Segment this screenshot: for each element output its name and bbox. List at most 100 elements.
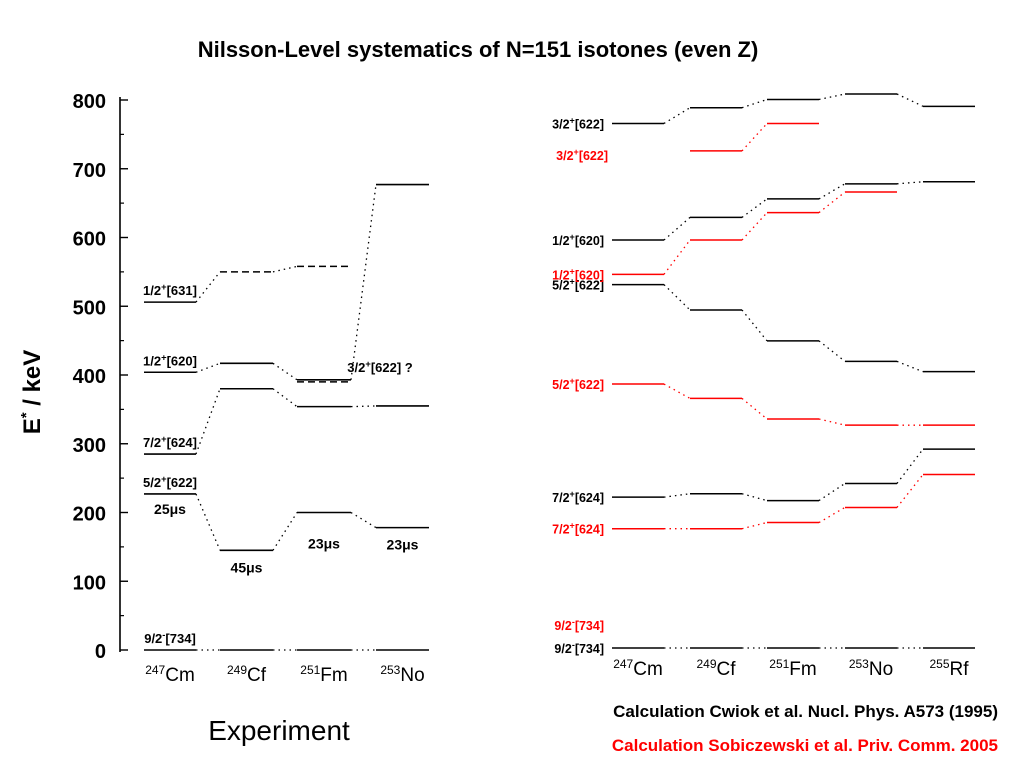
level-label: 1/2+[620] [552,232,604,248]
level-label-parity: + [161,352,167,362]
level-label-parity: + [161,474,167,484]
level-label-k: 9/2 [554,619,571,633]
x-tick-label-mass: 249 [227,663,247,677]
x-tick-label-mass: 253 [380,663,400,677]
level-label: 9/2-[734] [144,630,196,646]
level-label-parity: + [161,282,167,292]
y-tick-label: 600 [73,229,106,251]
x-tick-label: 247Cm [145,663,195,686]
level-label-k: 1/2 [143,283,161,298]
level-label-config: [622] [575,279,604,293]
level-connector [272,362,298,381]
level-label: 3/2+[622] ? [347,359,413,375]
level-label: 7/2+[624] [143,434,197,450]
level-connector [741,493,768,502]
level-label-config: [734] [575,642,604,656]
level-connector [741,309,768,342]
isomer-label: 23μs [308,536,340,552]
x-tick-label-mass: 255 [929,657,949,671]
level-label-parity: - [572,640,575,650]
level-label-k: 7/2 [143,435,161,450]
y-axis-label-sup: * [18,412,35,418]
level-connector [741,212,768,241]
calculation-panel: 247Cm 249Cf 251Fm 253No 255Rf9/2-[734]7/2+[6… [552,93,975,680]
level-label: 3/2+[622] [552,115,604,131]
level-connector [818,340,846,362]
y-tick-label: 500 [73,297,106,319]
level-label-config: [622] [575,117,604,131]
level-label: 7/2+[624] [552,489,604,505]
level-connector [896,181,924,185]
y-axis-label-rest: / keV [19,350,46,413]
level-connector [195,388,221,455]
level-label-parity: + [570,266,575,276]
x-tick-label-symbol: Fm [789,659,816,680]
level-connector [896,448,924,484]
level-label: 5/2+[622] [552,277,604,293]
level-connector [741,123,768,152]
level-label: 3/2+[622] [556,147,608,163]
level-label-k: 9/2 [144,631,162,646]
level-connector [896,93,924,107]
level-label-parity: + [570,115,575,125]
legend-sobiczewski: Calculation Sobiczewski et al. Priv. Com… [612,736,998,755]
level-label-k: 7/2 [552,523,569,537]
legend-cwiok: Calculation Cwiok et al. Nucl. Phys. A57… [613,702,998,721]
level-label-k: 3/2 [552,117,569,131]
level-label-config: [622] [575,378,604,392]
level-label-parity: + [161,434,167,444]
level-label-config: [624] [167,435,197,450]
x-tick-label: 253No [380,663,424,686]
level-label-config: [631] [167,283,197,298]
level-connector [741,198,768,218]
y-tick-label: 0 [95,641,106,663]
level-label-config: [734] [165,631,195,646]
level-label-k: 5/2 [552,279,569,293]
level-connector [663,493,691,498]
y-tick-label: 100 [73,572,106,594]
x-tick-label-symbol: Rf [950,659,970,680]
level-connector [896,474,924,508]
x-tick-label-symbol: Cf [247,665,267,686]
level-connector [663,239,691,275]
level-connector [818,482,846,502]
figure-title: Nilsson-Level systematics of N=151 isoto… [198,37,759,62]
y-axis-label-base: E [19,418,46,434]
level-label-config: [734] [575,619,604,633]
x-tick-label: 251Fm [769,657,816,680]
isomer-label: 23μs [387,537,419,553]
x-tick-label-mass: 253 [849,657,869,671]
x-tick-label-mass: 251 [300,663,320,677]
level-label-k: 1/2 [143,353,161,368]
level-label-k: 9/2 [554,642,571,656]
x-tick-label: 249Cf [227,663,267,686]
level-connector [663,383,691,399]
level-connector [350,184,377,380]
x-tick-label: 251Fm [300,663,347,686]
y-tick-label: 800 [73,91,106,113]
x-tick-label-symbol: Fm [320,665,347,686]
level-label: 1/2+[620] [143,352,197,368]
level-label-parity: + [574,147,579,157]
x-tick-label-symbol: Cm [165,665,195,686]
level-label-parity: - [162,630,165,640]
level-label-k: 1/2 [552,268,569,282]
x-tick-label: 255Rf [929,657,969,680]
experiment-caption: Experiment [208,715,350,746]
level-label-config: [622] ? [371,360,413,375]
level-connector [818,506,846,524]
x-tick-label-mass: 247 [145,663,165,677]
level-label-config: [620] [575,234,604,248]
level-label-parity: + [570,277,575,287]
x-tick-label-symbol: No [869,659,893,680]
level-connector [818,191,846,214]
level-connector [195,271,221,303]
level-label: 9/2-[734] [554,640,604,656]
level-label-parity: + [570,489,575,499]
level-connector [272,265,298,273]
x-tick-label: 247Cm [613,657,663,680]
level-connector [350,405,377,408]
y-tick-label: 700 [73,160,106,182]
isomer-label: 45μs [231,559,263,575]
